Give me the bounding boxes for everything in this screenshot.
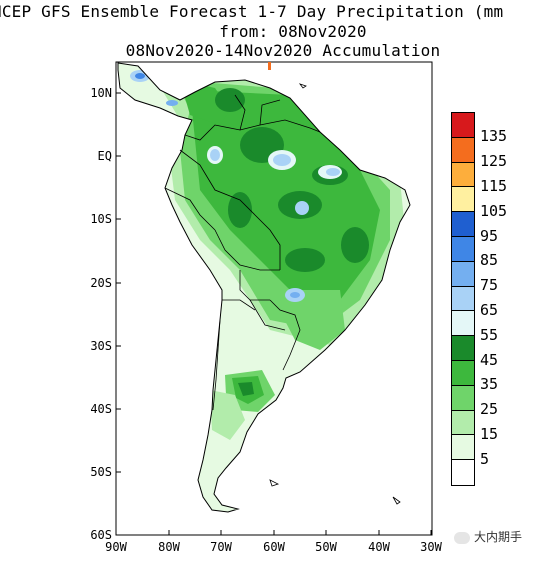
lat-label: 10N (90, 86, 112, 100)
lat-label: 10S (90, 212, 112, 226)
lat-label: 60S (90, 528, 112, 542)
legend-swatch (452, 286, 474, 312)
legend-swatch (452, 435, 474, 461)
watermark: 大内期手 (454, 528, 522, 545)
legend-swatch (452, 237, 474, 262)
country-borders (164, 94, 321, 411)
axis-ticks (115, 92, 432, 536)
legend-label: 135 (480, 127, 508, 146)
legend-label: 15 (480, 425, 499, 443)
lon-label: 80W (158, 540, 180, 554)
legend-label: 75 (480, 276, 499, 295)
legend-label: 55 (480, 325, 499, 344)
legend-swatch (452, 385, 474, 411)
legend-label: 5 (480, 449, 490, 468)
legend-label: 105 (480, 201, 508, 220)
legend-label: 25 (480, 400, 499, 419)
legend-label: 115 (480, 177, 508, 195)
chart-title-line3: 08Nov2020-14Nov2020 Accumulation (125, 41, 441, 60)
lon-label: 40W (368, 540, 390, 554)
legend-swatch (452, 460, 474, 485)
chart-title-line2: from: 08Nov2020 (219, 22, 367, 41)
lat-label: 40S (90, 402, 112, 416)
lon-label: 60W (263, 540, 285, 554)
legend-swatch (452, 261, 474, 287)
precip-peak-marker (268, 62, 271, 70)
legend-label: 85 (480, 251, 499, 270)
lat-label: EQ (97, 149, 112, 163)
legend-swatch (452, 113, 474, 138)
legend-label: 45 (480, 350, 499, 369)
wechat-icon (454, 531, 470, 544)
legend-swatch (452, 212, 474, 237)
lat-label: 50S (90, 465, 112, 479)
legend-label: 65 (480, 301, 499, 319)
legend-swatch (452, 410, 474, 436)
legend-swatch (452, 336, 474, 361)
watermark-text: 大内期手 (474, 530, 523, 544)
legend-swatch (452, 311, 474, 337)
chart-title-line1: NCEP GFS Ensemble Forecast 1-7 Day Preci… (0, 2, 504, 21)
legend-label: 95 (480, 226, 499, 245)
legend-label: 35 (480, 375, 499, 394)
legend-swatch (452, 137, 474, 163)
lat-label: 20S (90, 276, 112, 290)
lon-label: 70W (210, 540, 232, 554)
lon-label: 90W (105, 540, 127, 554)
legend-swatch (452, 361, 474, 386)
legend-swatch (452, 187, 474, 213)
legend-label: 125 (480, 152, 508, 171)
legend-swatch (452, 162, 474, 188)
lon-label: 30W (420, 540, 442, 554)
legend-colorbar (451, 112, 475, 486)
lon-label: 50W (315, 540, 337, 554)
islands (269, 83, 401, 505)
lat-label: 30S (90, 339, 112, 353)
